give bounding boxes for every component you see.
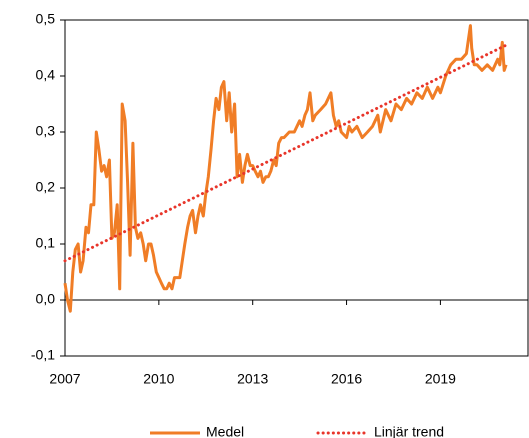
- legend-label: Medel: [206, 424, 244, 438]
- x-tick-label: 2007: [49, 371, 80, 387]
- y-tick-label: 0,4: [36, 67, 56, 83]
- x-tick-label: 2013: [237, 371, 268, 387]
- y-tick-label: 0,3: [36, 123, 56, 139]
- y-tick-label: -0,1: [31, 347, 55, 363]
- y-tick-label: 0,1: [36, 235, 56, 251]
- x-tick-label: 2019: [425, 371, 456, 387]
- series-line: [63, 24, 508, 313]
- x-tick-label: 2010: [143, 371, 174, 387]
- series-line: [63, 43, 508, 263]
- y-tick-label: 0,0: [36, 291, 56, 307]
- y-tick-label: 0,2: [36, 179, 56, 195]
- y-tick-label: 0,5: [36, 11, 56, 27]
- x-tick-label: 2016: [331, 371, 362, 387]
- legend-label: Linjär trend: [374, 424, 444, 438]
